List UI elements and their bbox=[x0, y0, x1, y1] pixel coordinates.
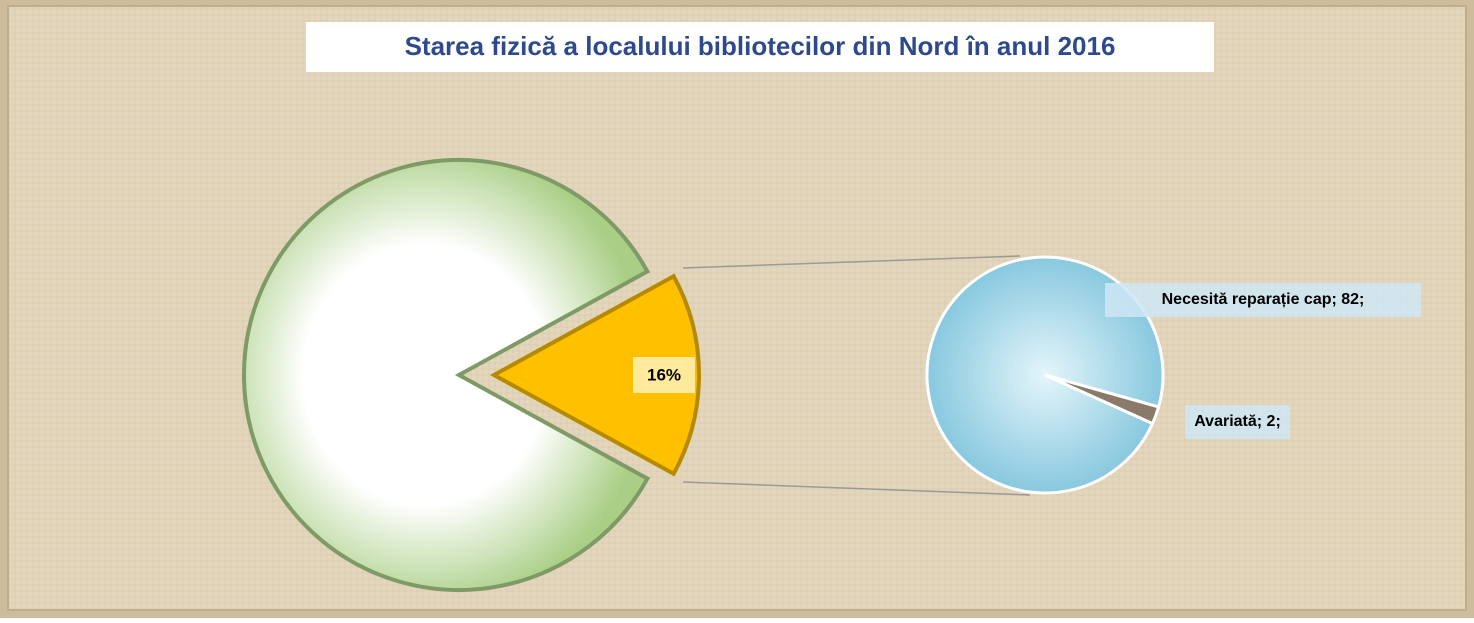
data-label: 16% bbox=[647, 365, 681, 384]
label-box bbox=[633, 357, 695, 393]
pie-slice bbox=[1044, 373, 1161, 426]
label-box bbox=[1105, 283, 1421, 317]
connector bbox=[682, 481, 1031, 496]
title-box bbox=[306, 22, 1214, 72]
data-label: Avariată; 2; bbox=[1194, 413, 1281, 430]
data-label: Necesită reparație cap; 82; bbox=[1162, 291, 1365, 308]
label-box bbox=[1185, 405, 1290, 439]
pie-slice bbox=[242, 158, 651, 592]
chart-title: Starea fizică a localului bibliotecilor … bbox=[405, 31, 1116, 61]
connector bbox=[682, 255, 1021, 269]
pie-slice bbox=[489, 273, 701, 477]
